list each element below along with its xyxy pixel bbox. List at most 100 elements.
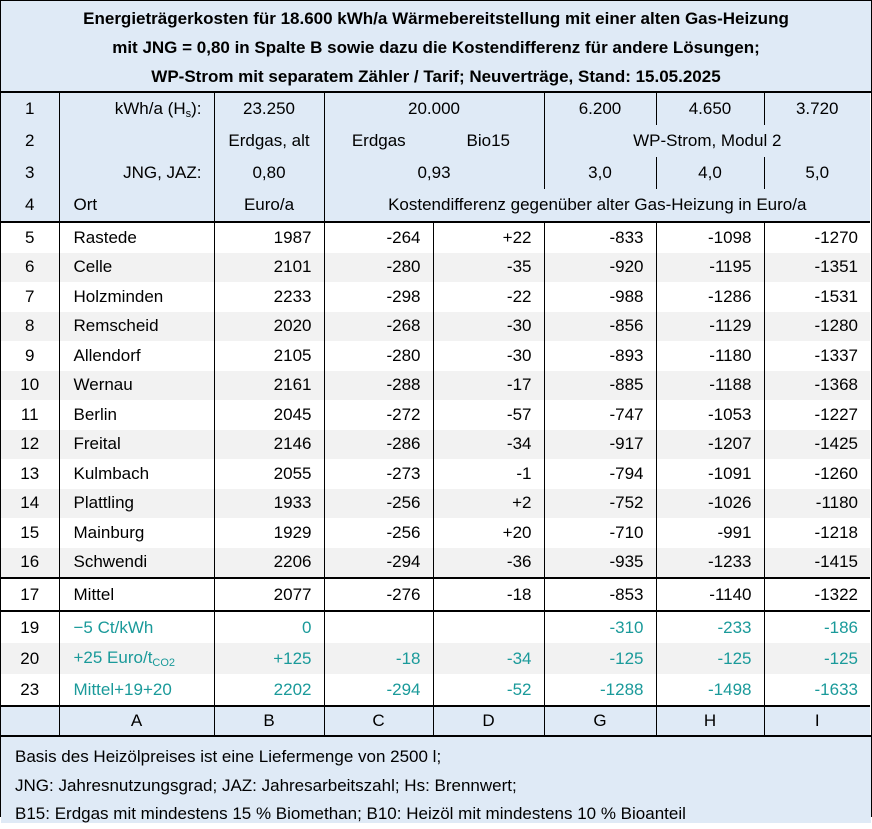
cell: -1188 [655, 370, 764, 400]
cell: 3.720 [763, 93, 870, 125]
cell: 2055 [213, 459, 324, 489]
cell: -1633 [763, 674, 870, 706]
cell: -52 [432, 674, 544, 706]
cell: -1 [432, 459, 544, 489]
cell: kWh/a (Hs): [58, 93, 214, 125]
cell: -30 [432, 311, 544, 341]
cell: 3,0 [543, 157, 656, 189]
cell [323, 610, 433, 643]
cell: -1053 [655, 400, 764, 430]
cell: Schwendi [58, 547, 214, 578]
cell: -1425 [763, 429, 870, 459]
cell: 0,93 [323, 157, 544, 189]
cell [58, 125, 214, 157]
text: −5 Ct/kWh [73, 617, 154, 637]
row: 16 Schwendi 2206 -294 -36 -935 -1233 -1415 [1, 547, 870, 578]
cell: -1260 [763, 459, 870, 489]
note: B15: Erdgas mit mindestens 15 % Biometha… [15, 804, 686, 823]
cell: 20 [1, 643, 59, 674]
cell: Bio15 [433, 125, 544, 157]
cell: -273 [323, 459, 433, 489]
cell: -853 [543, 577, 656, 611]
cell: 4.650 [655, 93, 764, 125]
cell: -1195 [655, 252, 764, 282]
cell: -310 [543, 610, 656, 643]
cell: -30 [432, 341, 544, 371]
title: Energieträgerkosten für 18.600 kWh/a Wär… [1, 1, 871, 93]
header-row: 1 kWh/a (Hs): 23.250 20.000 6.200 4.650 … [1, 93, 870, 125]
cell: 2020 [213, 311, 324, 341]
cell: -856 [543, 311, 656, 341]
cell: 1929 [213, 518, 324, 548]
cell: H [655, 705, 764, 735]
cell: 2105 [213, 341, 324, 371]
cell: Erdgas [323, 125, 433, 157]
cell: Allendorf [58, 341, 214, 371]
cell: WP-Strom, Modul 2 [543, 125, 870, 157]
cell: C [323, 705, 433, 735]
row: 11 Berlin 2045 -272 -57 -747 -1053 -1227 [1, 400, 870, 430]
row: 9 Allendorf 2105 -280 -30 -893 -1180 -1337 [1, 341, 870, 371]
cell: 12 [1, 429, 59, 459]
cell: -276 [323, 577, 433, 611]
cell: -294 [323, 547, 433, 578]
cell: -1286 [655, 282, 764, 312]
cell: 2233 [213, 282, 324, 312]
cell: -893 [543, 341, 656, 371]
cell: Euro/a [213, 189, 324, 223]
title-line: Energieträgerkosten für 18.600 kWh/a Wär… [83, 9, 789, 28]
cell: 2077 [213, 577, 324, 611]
row: 12 Freital 2146 -286 -34 -917 -1207 -1425 [1, 429, 870, 459]
cell: -1207 [655, 429, 764, 459]
note: Basis des Heizölpreises ist eine Lieferm… [15, 747, 442, 766]
cell: 23 [20, 679, 40, 699]
row: 20 +25 Euro/tCO2 +125 -18 -34 -125 -125 -125 [1, 643, 870, 674]
cell: -1180 [655, 341, 764, 371]
cell: -35 [432, 252, 544, 282]
note: JNG: Jahresnutzungsgrad; JAZ: Jahresarbe… [15, 775, 517, 795]
cell: -280 [323, 341, 433, 371]
notes: Basis des Heizölpreises ist eine Lieferm… [1, 735, 871, 823]
cell: Kulmbach [58, 459, 214, 489]
title-line: WP-Strom mit separatem Zähler / Tarif; N… [151, 67, 721, 86]
cell: -1180 [763, 488, 870, 518]
cell: Celle [58, 252, 214, 282]
cell: -991 [655, 518, 764, 548]
cell: 5 [25, 227, 35, 247]
cell: D [432, 705, 544, 735]
text: kWh/a (H [114, 98, 186, 118]
cell: -125 [655, 643, 764, 674]
cell: 20.000 [323, 93, 544, 125]
cell: -125 [763, 643, 870, 674]
cell: -1218 [763, 518, 870, 548]
cell: Rastede [58, 222, 214, 253]
cell: -1270 [763, 222, 870, 253]
cell: -794 [543, 459, 656, 489]
cell: Remscheid [58, 311, 214, 341]
text: +25 Euro/t [73, 648, 153, 667]
text: ): [191, 98, 202, 118]
cell: -280 [323, 252, 433, 282]
row: 15 Mainburg 1929 -256 +20 -710 -991 -1218 [1, 518, 870, 548]
title-line: mit JNG = 0,80 in Spalte B sowie dazu di… [112, 38, 760, 57]
cell: -1415 [763, 547, 870, 578]
row: 19 −5 Ct/kWh 0 -310 -233 -186 [1, 610, 870, 643]
cell: -1368 [763, 370, 870, 400]
cell: Ort [58, 189, 214, 223]
cell: 4,0 [655, 157, 764, 189]
cell: -22 [432, 282, 544, 312]
row: 5 Rastede 1987 -264 +22 -833 -1098 -1270 [1, 222, 870, 253]
cell: -286 [323, 429, 433, 459]
header-row: 4 Ort Euro/a Kostendifferenz gegenüber a… [1, 189, 870, 223]
cell: 1 [1, 93, 59, 125]
cell: 2206 [213, 547, 324, 578]
cell: Berlin [58, 400, 214, 430]
cell: 19 [1, 610, 59, 643]
cell: 0 [213, 610, 324, 643]
cell: −5 Ct/kWh [58, 610, 214, 643]
header-row: 3 JNG, JAZ: 0,80 0,93 3,0 4,0 5,0 [1, 157, 870, 189]
cell: Mainburg [58, 518, 214, 548]
cell: -256 [323, 518, 433, 548]
